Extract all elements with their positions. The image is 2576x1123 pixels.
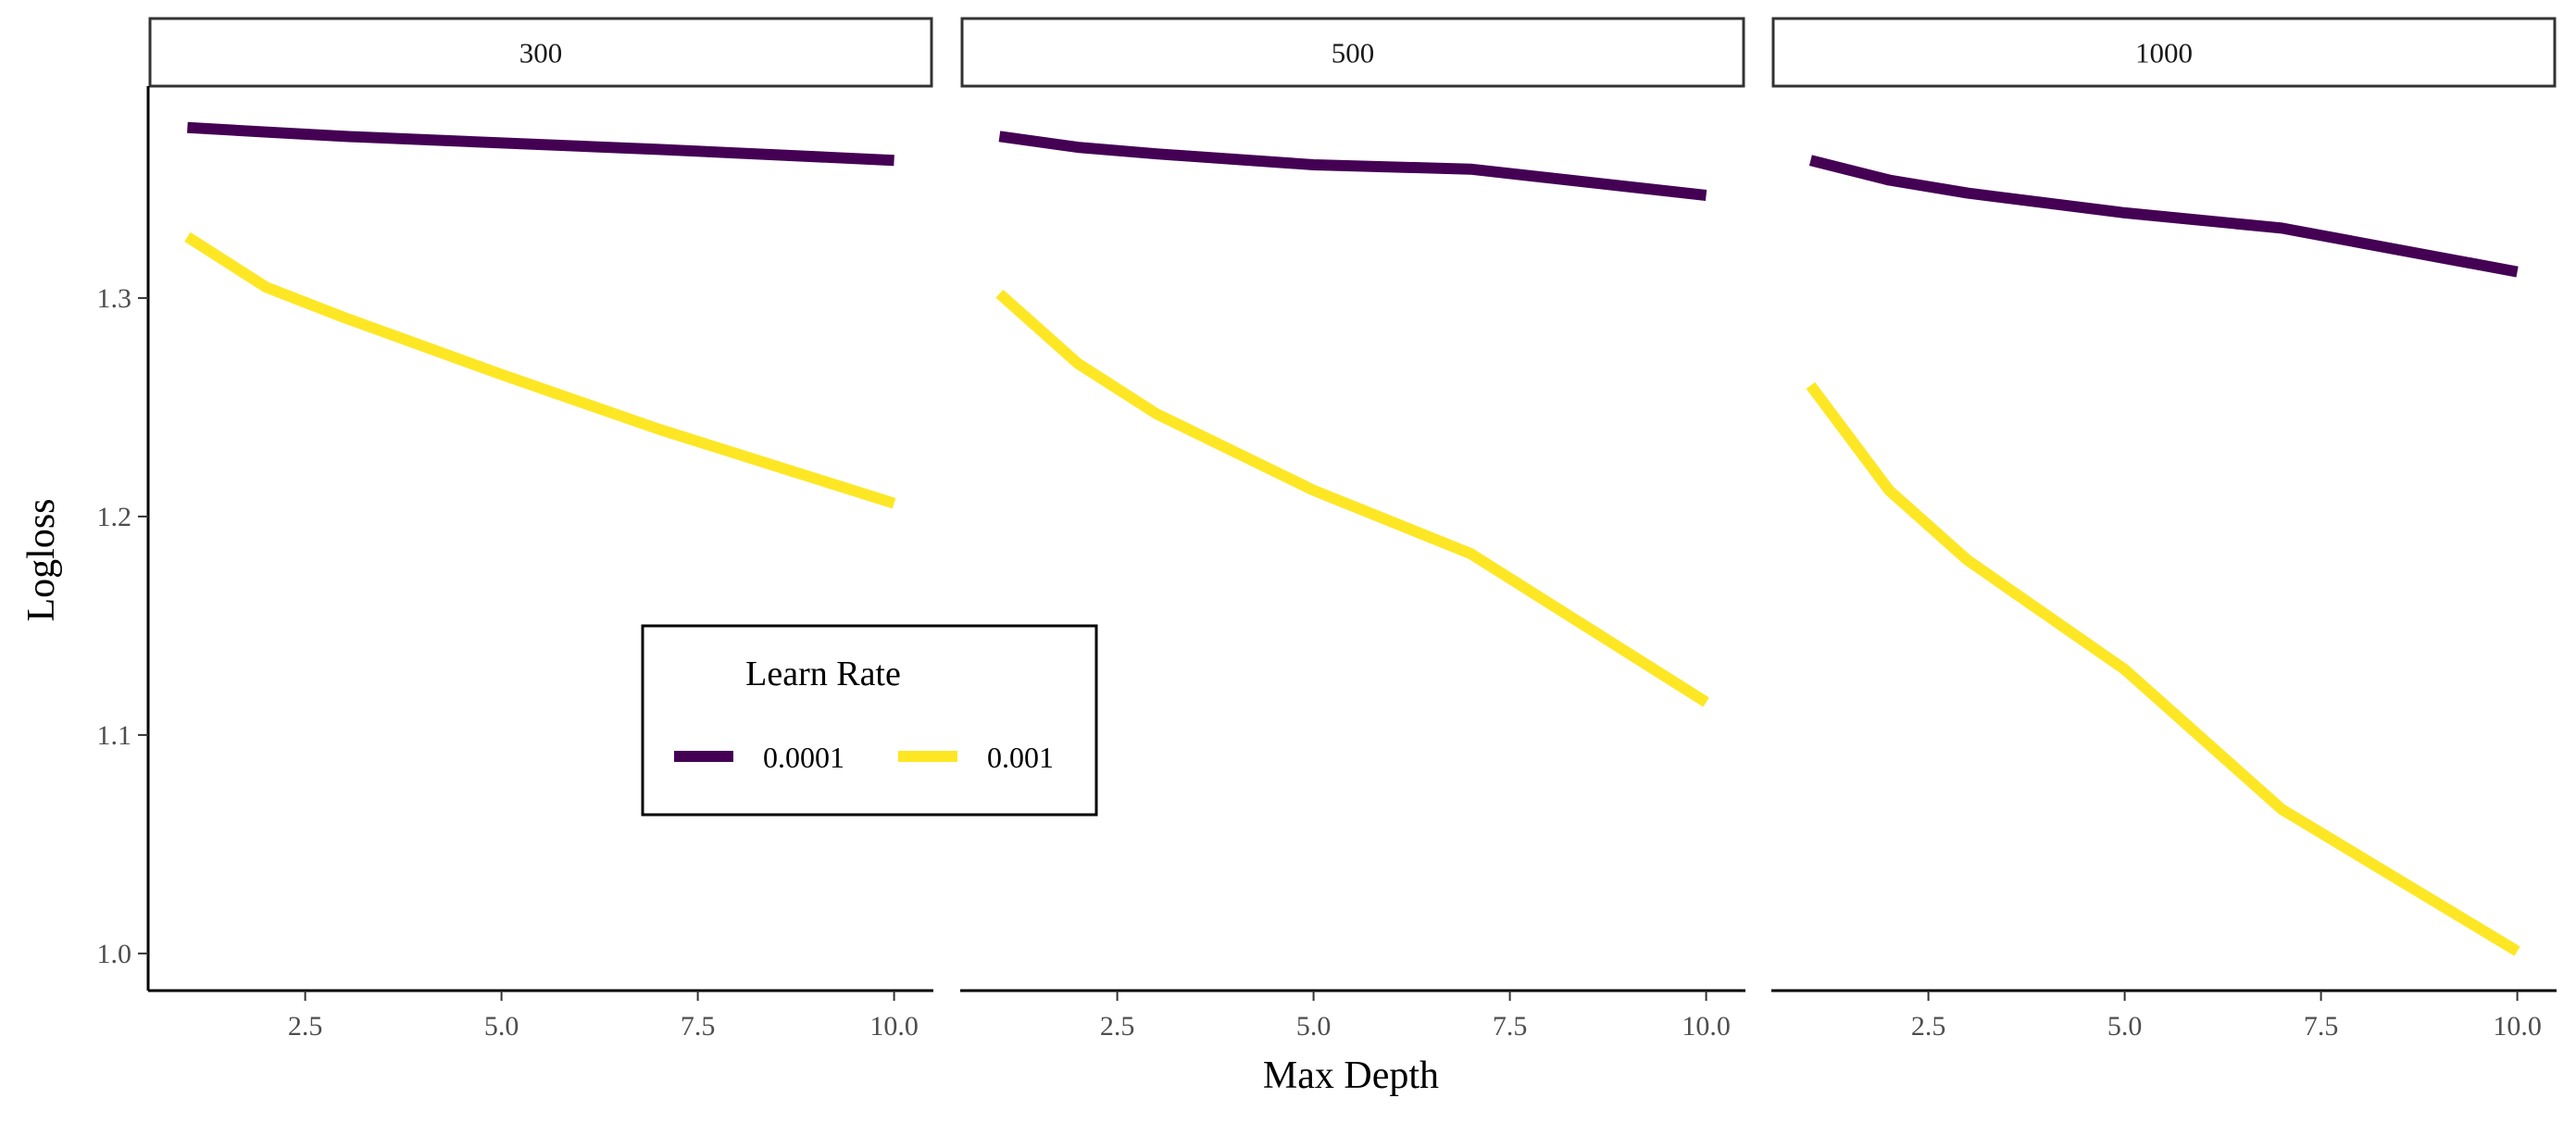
legend-label-0.001: 0.001 bbox=[987, 741, 1054, 774]
x-tick-label-1000-7.5: 7.5 bbox=[2304, 1011, 2339, 1042]
series-line-500-0.0001 bbox=[998, 131, 1707, 201]
series-line-1000-0.001 bbox=[1806, 381, 2520, 956]
panel-1000: 1000 bbox=[1771, 17, 2557, 956]
panels-layer: 300 500 1000 bbox=[148, 17, 2557, 956]
y-tick-label-1.3: 1.3 bbox=[97, 283, 132, 314]
x-tick-label-300-2.5: 2.5 bbox=[288, 1011, 323, 1042]
x-tick-label-500-10.0: 10.0 bbox=[1682, 1011, 1731, 1042]
y-tick-label-1.2: 1.2 bbox=[97, 502, 132, 532]
series-line-1000-0.0001 bbox=[1808, 155, 2519, 278]
x-tick-label-300-7.5: 7.5 bbox=[681, 1011, 716, 1042]
facet-strip-label-1000: 1000 bbox=[2135, 37, 2193, 69]
facet-strip-500 bbox=[960, 17, 1745, 88]
facet-strip-1000 bbox=[1771, 17, 2557, 88]
x-tick-label-300-5.0: 5.0 bbox=[484, 1011, 519, 1042]
x-tick-label-1000-10.0: 10.0 bbox=[2493, 1011, 2542, 1042]
x-tick-label-500-2.5: 2.5 bbox=[1100, 1011, 1135, 1042]
facet-strip-label-300: 300 bbox=[519, 37, 563, 69]
legend: Learn Rate 0.0001 0.001 bbox=[641, 624, 1098, 817]
series-line-300-0.001 bbox=[184, 231, 896, 509]
y-axis-title: Logloss bbox=[20, 498, 63, 621]
legend-box bbox=[641, 624, 1098, 817]
x-tick-label-500-7.5: 7.5 bbox=[1493, 1011, 1528, 1042]
facet-strip-300 bbox=[148, 17, 933, 88]
axes-layer: 2.5 5.0 7.5 10.0 2.5 5.0 7.5 10.0 2.5 5.0 7.5 10.0 1… bbox=[97, 86, 2557, 1042]
x-tick-label-1000-2.5: 2.5 bbox=[1911, 1011, 1946, 1042]
y-tick-label-1.0: 1.0 bbox=[97, 939, 132, 969]
panel-300: 300 bbox=[148, 17, 933, 509]
panel-500: 500 bbox=[960, 17, 1745, 707]
x-axis-title: Max Depth bbox=[1263, 1054, 1439, 1097]
series-line-300-0.0001 bbox=[187, 121, 894, 167]
series-line-500-0.001 bbox=[995, 289, 1709, 707]
y-tick-label-1.1: 1.1 bbox=[97, 720, 132, 751]
legend-title: Learn Rate bbox=[745, 655, 901, 693]
x-tick-label-300-10.0: 10.0 bbox=[869, 1011, 919, 1042]
x-tick-label-1000-5.0: 5.0 bbox=[2107, 1011, 2143, 1042]
x-tick-label-500-5.0: 5.0 bbox=[1296, 1011, 1332, 1042]
legend-label-0.0001: 0.0001 bbox=[763, 741, 844, 774]
facet-strip-label-500: 500 bbox=[1332, 37, 1375, 69]
